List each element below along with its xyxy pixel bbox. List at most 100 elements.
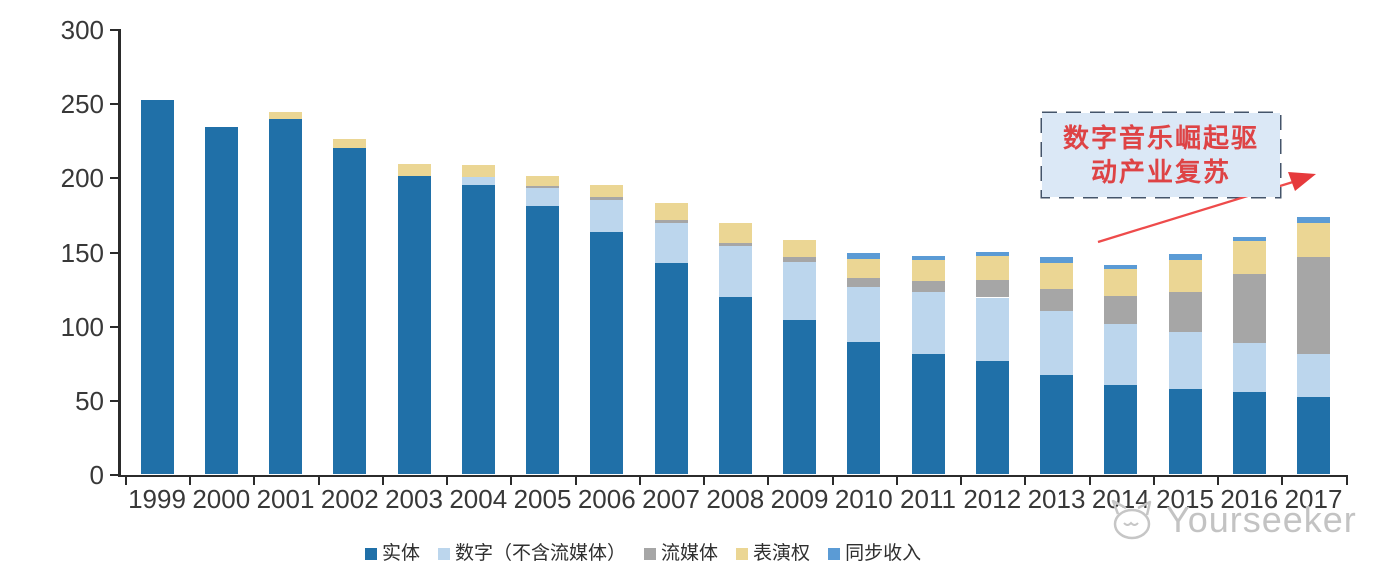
- x-axis-tick: [381, 477, 384, 485]
- bar-segment-2015: [1168, 331, 1202, 390]
- x-axis-tick: [1088, 477, 1091, 485]
- bar-segment-2017: [1297, 396, 1330, 474]
- bar-segment-2010: [847, 341, 881, 474]
- x-axis-tick: [638, 477, 641, 485]
- bar-segment-2014: [1104, 324, 1138, 385]
- y-axis-tick: [110, 103, 118, 106]
- bar-segment-2016: [1232, 241, 1266, 274]
- x-axis-label: 2012: [963, 484, 1022, 514]
- bar-segment-2005: [526, 186, 559, 188]
- bar-segment-2012: [975, 251, 1009, 256]
- annotation-text-line1: 数字音乐崛起驱: [1062, 123, 1259, 153]
- legend-item: 表演权: [736, 543, 810, 565]
- bar-segment-2017: [1297, 257, 1330, 354]
- bar-segment-2005: [526, 175, 559, 187]
- x-axis-label: 2003: [385, 484, 443, 514]
- legend-swatch-icon: [736, 548, 749, 560]
- bar-segment-2005: [526, 205, 559, 474]
- bar-segment-2007: [654, 263, 688, 474]
- x-axis-label: 2017: [1284, 484, 1343, 514]
- x-axis-tick: [960, 477, 963, 485]
- x-axis-tick: [831, 477, 834, 485]
- yourseeker-logo-icon: [1111, 499, 1152, 540]
- bar-segment-2005: [526, 187, 559, 206]
- bar-segment-2016: [1232, 273, 1266, 344]
- bar-segment-2011: [911, 353, 945, 474]
- bar-segment-2009: [783, 257, 816, 262]
- bar-segment-2002: [333, 138, 367, 148]
- y-axis-tick: [110, 251, 118, 254]
- bar-segment-2016: [1232, 392, 1266, 474]
- bar-segment-2006: [590, 232, 624, 474]
- bar-segment-2013: [1040, 310, 1073, 375]
- legend-item: 同步收入: [828, 543, 921, 565]
- bar-segment-2015: [1168, 291, 1202, 332]
- bar-segment-2004: [461, 165, 495, 178]
- bar-segment-2012: [975, 361, 1009, 474]
- bar-segment-2008: [718, 245, 752, 298]
- legend-label: 实体: [382, 543, 421, 564]
- annotation-callout: 数字音乐崛起驱 动产业复苏: [1042, 113, 1280, 197]
- bar-segment-2010: [847, 287, 881, 342]
- x-axis-tick: [317, 477, 320, 485]
- bar-segment-2008: [718, 223, 752, 243]
- y-axis-tick: [110, 325, 118, 328]
- bar-segment-2017: [1297, 353, 1330, 397]
- bar-segment-2011: [911, 260, 945, 282]
- legend-swatch-icon: [438, 548, 451, 560]
- x-axis-label: 2006: [577, 484, 636, 514]
- bar-segment-2017: [1297, 223, 1330, 258]
- bar-segment-2000: [204, 126, 238, 474]
- x-axis-label: 2000: [192, 484, 251, 514]
- bar-segment-2009: [783, 261, 816, 320]
- annotation-arrowhead-icon: [1288, 172, 1316, 191]
- x-axis-tick: [253, 477, 256, 485]
- bar-segment-2006: [590, 196, 624, 200]
- y-axis-label: 0: [89, 460, 104, 490]
- bar-segment-2010: [847, 253, 881, 259]
- bar-segment-2012: [975, 279, 1009, 298]
- bar-segment-2011: [911, 281, 945, 292]
- x-axis-label: 2015: [1156, 484, 1214, 514]
- x-axis-tick: [1281, 477, 1284, 485]
- x-axis-label: 2005: [513, 484, 572, 514]
- bar-segment-2013: [1040, 288, 1073, 311]
- legend-item: 流媒体: [644, 543, 718, 565]
- legend-item: 实体: [365, 543, 420, 565]
- bar-segment-2011: [911, 291, 945, 354]
- legend: 实体 数字（不含流媒体） 流媒体 表演权 同步收入: [365, 543, 921, 565]
- x-axis-label: 2007: [642, 484, 700, 514]
- x-axis-tick: [703, 477, 706, 485]
- x-axis-tick: [124, 477, 127, 485]
- bar-segment-2014: [1104, 385, 1138, 474]
- bar-segment-1999: [140, 100, 174, 474]
- legend-label: 同步收入: [845, 543, 922, 564]
- bar-segment-2007: [654, 202, 688, 221]
- bar-segment-2008: [718, 297, 752, 474]
- bar-segment-2006: [590, 184, 624, 197]
- bar-segment-2017: [1297, 217, 1330, 224]
- bar-segment-2013: [1040, 257, 1073, 264]
- bar-segment-2015: [1168, 260, 1202, 292]
- bar-segment-2010: [847, 278, 881, 288]
- x-axis-label: 2002: [320, 484, 379, 514]
- bar-segment-2007: [654, 220, 688, 224]
- annotation-text-line2: 动产业复苏: [1090, 157, 1231, 187]
- legend-label: 数字（不含流媒体）: [455, 543, 627, 564]
- bar-segment-2002: [333, 147, 367, 474]
- x-axis-label: 2009: [770, 484, 829, 514]
- bar-segment-2013: [1040, 263, 1073, 289]
- x-axis-tick: [895, 477, 898, 485]
- x-axis-tick: [510, 477, 513, 485]
- legend-label: 表演权: [753, 543, 811, 564]
- bar-segment-2006: [590, 199, 624, 233]
- y-axis-label: 250: [60, 89, 104, 120]
- watermark: Yourseeker: [1106, 498, 1357, 542]
- bar-segment-2014: [1104, 269, 1138, 296]
- x-axis-label: 2016: [1220, 484, 1279, 514]
- bar-segment-2014: [1104, 264, 1138, 270]
- bar-segment-2011: [911, 255, 945, 261]
- y-axis-tick: [110, 177, 118, 180]
- bar-segment-2009: [783, 239, 816, 258]
- legend-label: 流媒体: [661, 543, 719, 564]
